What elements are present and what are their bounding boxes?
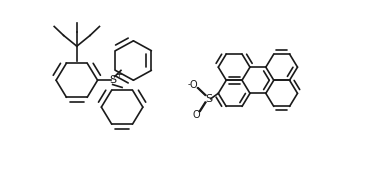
Text: +: + bbox=[116, 70, 122, 79]
Text: -: - bbox=[187, 81, 190, 90]
Text: O: O bbox=[193, 110, 200, 120]
Text: S: S bbox=[205, 94, 212, 104]
Text: O: O bbox=[190, 80, 198, 90]
Text: S: S bbox=[109, 75, 116, 85]
